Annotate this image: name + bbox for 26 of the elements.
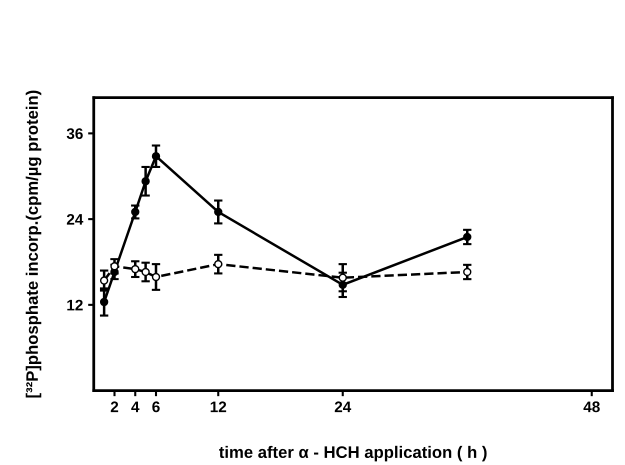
point: [152, 272, 160, 282]
point: [100, 276, 108, 285]
point: [131, 264, 140, 274]
point: [338, 280, 347, 290]
y-tick-label: 36: [66, 128, 83, 140]
y-tick-label: 12: [67, 300, 83, 310]
point: [100, 298, 108, 306]
point: [463, 268, 472, 276]
y-tick-label: 24: [66, 214, 84, 225]
point: [141, 268, 150, 276]
point: [141, 177, 150, 186]
x-tick-label: 48: [583, 401, 600, 412]
point: [131, 208, 140, 216]
point: [214, 208, 222, 216]
x-tick-label: 6: [152, 401, 160, 412]
x-tick-label: 4: [131, 402, 140, 412]
x-tick-label: 12: [210, 401, 226, 412]
point: [110, 262, 119, 270]
point: [463, 232, 472, 242]
x-tick-label: 24: [334, 401, 352, 412]
point: [152, 152, 160, 160]
point: [214, 260, 222, 268]
point: [338, 274, 347, 282]
x-axis-title: time after α - HCH application ( h ): [219, 446, 487, 462]
y-axis-title: [³²P]phosphate incorp.(cpm/µg protein): [26, 90, 42, 398]
x-tick-label: 2: [110, 401, 118, 412]
